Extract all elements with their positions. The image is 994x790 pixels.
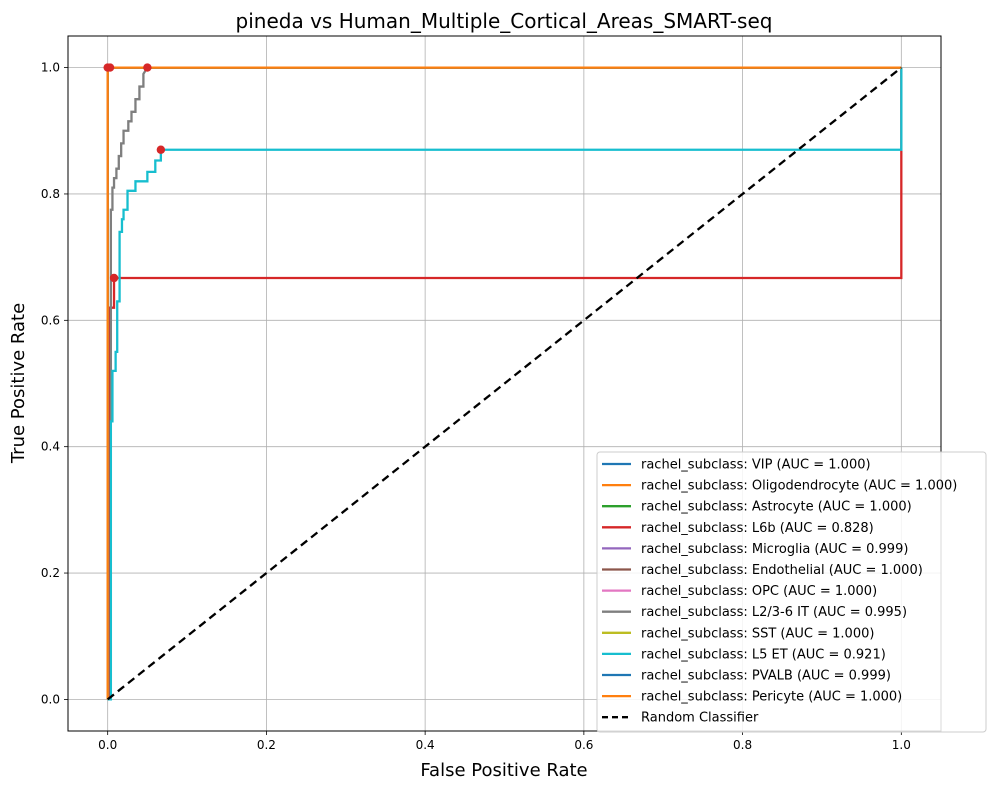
x-tick-label: 0.4 — [416, 738, 435, 752]
marker-layer — [103, 63, 166, 283]
legend-label: rachel_subclass: L6b (AUC = 0.828) — [641, 521, 874, 536]
legend-label: rachel_subclass: OPC (AUC = 1.000) — [641, 584, 877, 599]
legend-label: rachel_subclass: L2/3-6 IT (AUC = 0.995) — [641, 605, 907, 620]
x-tick-label: 1.0 — [892, 738, 911, 752]
x-tick-label: 0.8 — [733, 738, 752, 752]
legend-label: rachel_subclass: Astrocyte (AUC = 1.000) — [641, 500, 912, 515]
threshold-marker — [105, 63, 115, 72]
legend: rachel_subclass: VIP (AUC = 1.000) rachel… — [596, 451, 987, 733]
legend-label: rachel_subclass: PVALB (AUC = 0.999) — [641, 669, 891, 684]
legend-label: rachel_subclass: L5 ET (AUC = 0.921) — [641, 647, 886, 662]
threshold-marker — [143, 63, 152, 72]
series-line-12 — [106, 66, 903, 701]
x-tick-label: 0.6 — [574, 738, 593, 752]
legend-label: rachel_subclass: Pericyte (AUC = 1.000) — [641, 690, 902, 705]
threshold-marker — [156, 145, 166, 154]
plot-frame — [67, 35, 942, 732]
legend-box — [596, 451, 987, 733]
series-line-9 — [107, 67, 903, 701]
legend-label: rachel_subclass: Oligodendrocyte (AUC = … — [641, 479, 957, 494]
x-axis-ticks: 0.0 0.2 0.4 0.6 0.8 1.0 — [98, 731, 911, 752]
chart-title: pineda vs Human_Multiple_Cortical_Areas_… — [236, 9, 773, 33]
y-tick-label: 1.0 — [41, 61, 60, 75]
y-tick-label: 0.2 — [41, 566, 60, 580]
y-tick-label: 0.8 — [41, 187, 60, 201]
x-tick-label: 0.0 — [98, 738, 117, 752]
legend-label: Random Classifier — [641, 711, 759, 726]
y-tick-label: 0.4 — [41, 440, 60, 454]
grid — [68, 36, 941, 731]
y-tick-label: 0.0 — [41, 692, 60, 706]
x-axis-label: False Positive Rate — [420, 760, 587, 781]
legend-label: rachel_subclass: SST (AUC = 1.000) — [641, 626, 874, 641]
y-axis-label: True Positive Rate — [8, 303, 29, 464]
y-tick-label: 0.6 — [41, 313, 60, 327]
series-line-7 — [107, 66, 902, 701]
legend-label: rachel_subclass: Endothelial (AUC = 1.00… — [641, 563, 923, 578]
y-axis-ticks: 0.0 0.2 0.4 0.6 0.8 1.0 — [41, 61, 68, 706]
legend-label: rachel_subclass: Microglia (AUC = 0.999) — [641, 542, 908, 557]
x-tick-label: 0.2 — [257, 738, 276, 752]
legend-label: rachel_subclass: VIP (AUC = 1.000) — [641, 458, 871, 473]
threshold-marker — [109, 273, 119, 283]
